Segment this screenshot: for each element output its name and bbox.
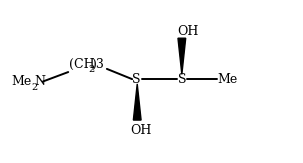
Text: Me: Me — [12, 75, 32, 88]
Text: OH: OH — [130, 124, 151, 137]
Text: N: N — [34, 75, 45, 88]
Text: S: S — [132, 73, 141, 86]
Text: (CH: (CH — [69, 58, 95, 71]
Text: S: S — [178, 73, 186, 86]
Polygon shape — [178, 38, 186, 74]
Text: )3: )3 — [91, 58, 104, 71]
Text: 2: 2 — [31, 83, 37, 92]
Text: 2: 2 — [88, 65, 95, 74]
Text: OH: OH — [177, 25, 198, 38]
Text: Me: Me — [218, 73, 238, 86]
Polygon shape — [133, 84, 141, 120]
